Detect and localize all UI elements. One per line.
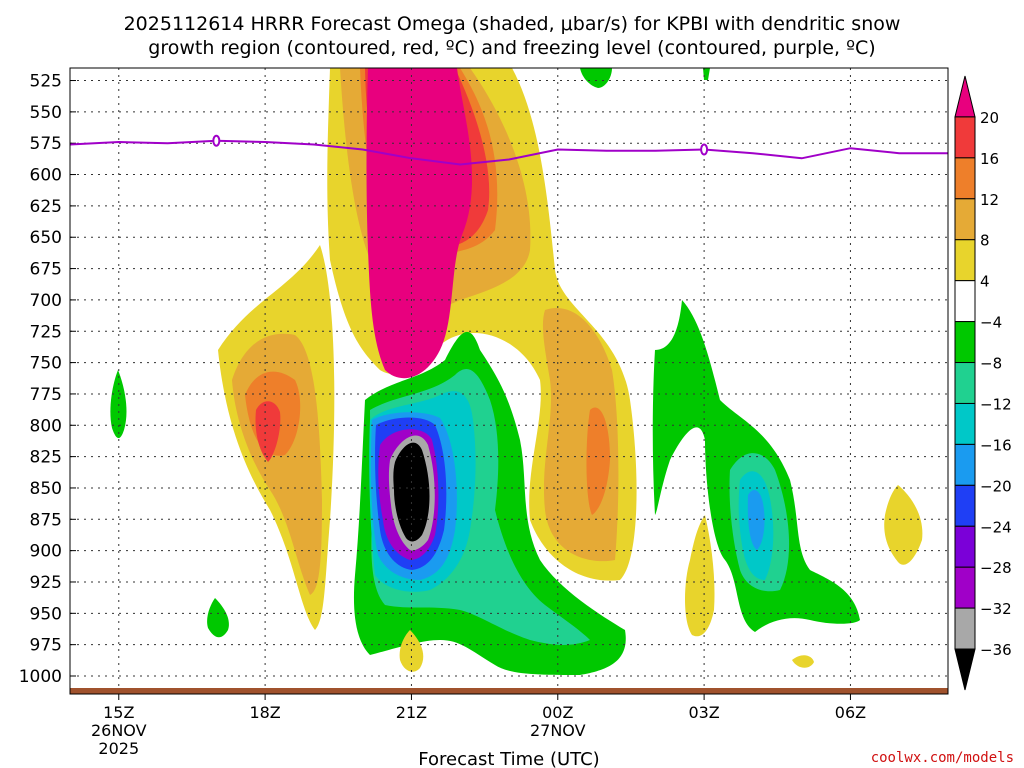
y-tick-label: 550 <box>30 103 62 123</box>
omega-region-pos-16-left <box>255 401 281 462</box>
colorbar-label: −36 <box>980 641 1012 659</box>
x-tick-label: 00Z <box>542 703 573 722</box>
grid <box>70 68 948 700</box>
omega-region-neg-4-small-17z <box>207 598 229 638</box>
colorbar-label: −12 <box>980 395 1012 413</box>
y-tick-label: 600 <box>30 166 62 186</box>
colorbar-label: 12 <box>980 191 999 209</box>
colorbar-label: −4 <box>980 314 1002 332</box>
y-tick-label: 875 <box>30 510 62 530</box>
colorbar-swatch <box>954 321 976 364</box>
colorbar-swatch <box>954 116 976 159</box>
colorbar-swatch <box>954 443 976 486</box>
x-tick-label: 06Z <box>835 703 866 722</box>
omega-region-pos-4-small-07z <box>884 485 923 565</box>
omega-region-pos-4-small-05z <box>792 655 814 668</box>
colorbar-label: −20 <box>980 477 1012 495</box>
ground-surface <box>70 688 948 694</box>
plot-area <box>69 67 949 700</box>
colorbar-label: −16 <box>980 436 1012 454</box>
y-tick-label: 850 <box>30 479 62 499</box>
colorbar-swatch <box>954 362 976 404</box>
plot-border <box>69 67 949 695</box>
y-tick-label: 925 <box>30 573 62 593</box>
y-axis-labels: 525 550 575 600 625 650 675 700 725 750 775 800 825 8… <box>19 72 62 687</box>
y-tick-label: 675 <box>30 260 62 280</box>
freezing-level-labels <box>212 134 709 156</box>
colorbar-label: −28 <box>980 559 1012 577</box>
y-tick-label: 700 <box>30 291 62 311</box>
omega-region-pos-20-core <box>366 68 473 379</box>
colorbar-swatch <box>954 280 976 323</box>
omega-region-pos-12-mid <box>586 407 610 515</box>
colorbar-label: 20 <box>980 109 999 127</box>
freezing-level-label-marker <box>212 134 221 147</box>
y-tick-label: 775 <box>30 385 62 405</box>
credit-text: coolwx.com/models <box>871 750 1014 766</box>
colorbar-swatch <box>954 566 976 609</box>
omega-shading <box>110 68 923 675</box>
chart-title-line-2: growth region (contoured, red, ºC) and f… <box>148 37 875 59</box>
colorbar-bottom-arrow <box>954 648 976 691</box>
x-tick-date: 27NOV <box>530 721 586 740</box>
colorbar-label: −32 <box>980 600 1012 618</box>
colorbar-top-arrow <box>954 75 976 118</box>
colorbar-label: 8 <box>980 232 990 250</box>
colorbar-swatch <box>954 402 976 445</box>
x-tick-label: 18Z <box>249 703 280 722</box>
omega-region-neg-16-right <box>747 490 765 550</box>
y-tick-label: 975 <box>30 636 62 656</box>
y-tick-label: 525 <box>30 72 62 92</box>
omega-region-neg-4-small-00z <box>580 68 612 88</box>
x-tick-date: 26NOV <box>91 721 147 740</box>
colorbar-swatch <box>954 239 976 282</box>
x-tick-label: 03Z <box>688 703 719 722</box>
colorbar-label: −24 <box>980 518 1012 536</box>
colorbar: 20 16 12 8 4 −4 −8 −12 −16 −20 −24 −28 −32 −36 <box>954 75 1012 691</box>
omega-region-neg-4-small-03z <box>703 68 710 80</box>
y-tick-label: 1000 <box>19 667 62 687</box>
chart-title-line-1: 2025112614 HRRR Forecast Omega (shaded, … <box>124 13 901 35</box>
y-tick-label: 800 <box>30 416 62 436</box>
x-axis-title: Forecast Time (UTC) <box>418 749 599 768</box>
colorbar-label: −8 <box>980 355 1002 373</box>
y-tick-label: 625 <box>30 197 62 217</box>
y-tick-label: 575 <box>30 134 62 154</box>
omega-region-pos-4-small-0230z <box>685 515 715 637</box>
omega-region-neg-36-core <box>393 442 430 542</box>
x-tick-year: 2025 <box>98 739 139 758</box>
colorbar-label: 4 <box>980 273 990 291</box>
y-tick-label: 750 <box>30 354 62 374</box>
colorbar-swatch <box>954 484 976 527</box>
colorbar-swatch <box>954 198 976 241</box>
y-tick-label: 950 <box>30 604 62 624</box>
colorbar-swatch <box>954 157 976 200</box>
colorbar-swatch <box>954 525 976 568</box>
y-tick-label: 825 <box>30 448 62 468</box>
y-tick-label: 650 <box>30 228 62 248</box>
colorbar-swatch <box>954 607 976 650</box>
colorbar-label: 16 <box>980 150 999 168</box>
freezing-level-label-marker <box>700 143 709 156</box>
y-tick-label: 725 <box>30 322 62 342</box>
y-tick-label: 900 <box>30 542 62 562</box>
x-tick-label: 21Z <box>396 703 427 722</box>
x-tick-label: 15Z <box>103 703 134 722</box>
